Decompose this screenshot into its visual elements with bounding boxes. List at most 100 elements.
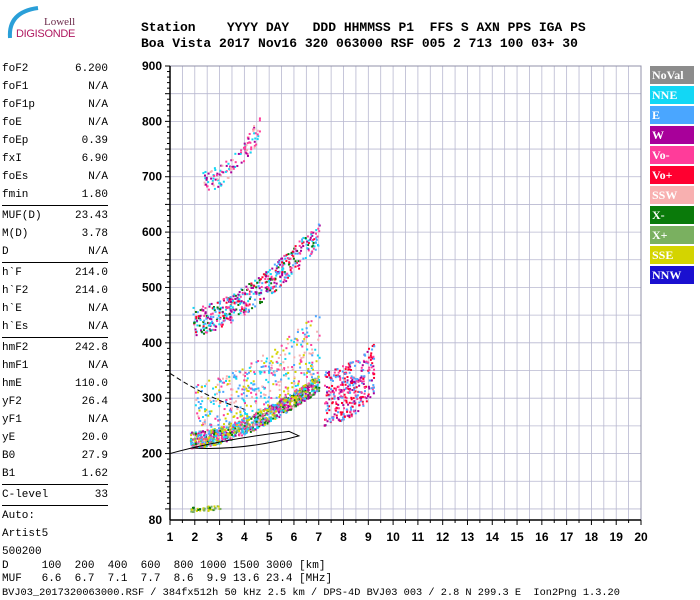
echo-point [203, 183, 206, 186]
echo-point [293, 341, 296, 344]
echo-point [340, 419, 343, 422]
echo-point [297, 328, 300, 331]
echo-point [229, 397, 232, 400]
echo-point [269, 389, 272, 392]
echo-point [267, 412, 270, 415]
echo-point [341, 416, 344, 419]
echo-point [213, 187, 216, 190]
echo-point [287, 342, 290, 345]
echo-point [202, 423, 205, 426]
echo-point [316, 381, 319, 384]
echo-point [326, 412, 329, 415]
echo-point [256, 426, 259, 429]
echo-point [241, 288, 244, 291]
echo-point [350, 380, 353, 383]
echo-point [367, 371, 370, 374]
echo-point [367, 361, 370, 364]
echo-point [217, 185, 220, 188]
y-tick-label: 80 [149, 513, 163, 527]
echo-point [245, 285, 248, 288]
echo-point [250, 426, 253, 429]
echo-point [260, 371, 263, 374]
echo-point [241, 291, 244, 294]
echo-point [284, 396, 287, 399]
echo-point [220, 431, 223, 434]
echo-point [302, 394, 305, 397]
echo-point [225, 426, 228, 429]
echo-point [362, 380, 365, 383]
echo-point [267, 270, 270, 273]
echo-point [334, 409, 337, 412]
echo-point [366, 395, 369, 398]
echo-point [291, 399, 294, 402]
legend-item-e: E [650, 106, 694, 124]
echo-point [234, 161, 237, 164]
echo-point [358, 361, 361, 364]
echo-point [248, 293, 251, 296]
echo-point [196, 397, 199, 400]
echo-point [208, 432, 211, 435]
echo-point [308, 392, 311, 395]
echo-point [194, 432, 197, 435]
echo-point [340, 389, 343, 392]
param-row: fmin 1.80 [2, 186, 108, 204]
echo-point [294, 262, 297, 265]
x-tick-label: 10 [386, 530, 400, 544]
echo-point [339, 411, 342, 414]
echo-point [251, 426, 254, 429]
param-name: B1 [2, 468, 16, 480]
echo-point [236, 300, 239, 303]
echo-point [328, 386, 331, 389]
param-name: h`E [2, 303, 22, 315]
echo-point [283, 404, 286, 407]
echo-point [297, 389, 300, 392]
echo-point [273, 408, 276, 411]
echo-point [220, 321, 223, 324]
echo-point [275, 289, 278, 292]
legend-item-vominus: Vo- [650, 146, 694, 164]
echo-point [335, 416, 338, 419]
param-value: 33 [94, 489, 108, 501]
echo-point [220, 184, 223, 187]
echo-point [222, 426, 225, 429]
echo-point [208, 436, 211, 439]
echo-point [337, 385, 340, 388]
echo-point [299, 388, 302, 391]
echo-point [369, 396, 372, 399]
echo-point [244, 292, 247, 295]
echo-point [307, 249, 310, 252]
echo-point [325, 401, 328, 404]
echo-point [331, 384, 334, 387]
echo-point [192, 306, 195, 309]
param-row: 500200 [2, 543, 108, 561]
echo-point [346, 381, 349, 384]
echo-point [279, 276, 282, 279]
echo-point [231, 372, 234, 375]
echo-point [331, 397, 334, 400]
echo-point [275, 383, 278, 386]
echo-point [297, 260, 300, 263]
echo-point [194, 431, 197, 434]
echo-point [270, 416, 273, 419]
echo-point [337, 398, 340, 401]
echo-point [205, 326, 208, 329]
echo-point [278, 260, 281, 263]
echo-point [227, 176, 230, 179]
echo-point [195, 509, 198, 512]
echo-point [283, 279, 286, 282]
echo-point [197, 407, 200, 410]
echo-point [210, 425, 213, 428]
echo-point [251, 307, 254, 310]
echo-point [202, 445, 205, 448]
echo-point [368, 368, 371, 371]
echo-point [224, 308, 227, 311]
echo-point [225, 314, 228, 317]
echo-point [240, 161, 243, 164]
echo-point [341, 411, 344, 414]
echo-point [268, 408, 271, 411]
echo-point [210, 401, 213, 404]
echo-point [196, 433, 199, 436]
echo-point [372, 373, 375, 376]
echo-point [209, 412, 212, 415]
echo-point [277, 411, 280, 414]
